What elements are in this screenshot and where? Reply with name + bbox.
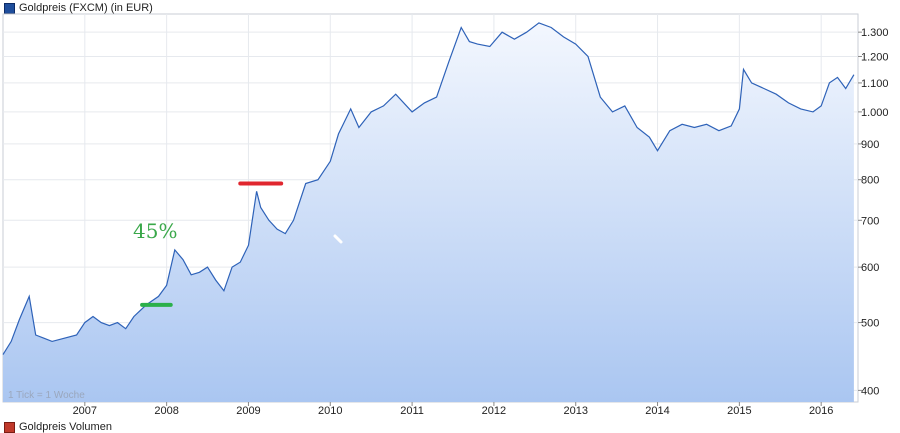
x-tick-label: 2014 <box>645 405 669 417</box>
x-tick-label: 2009 <box>236 405 260 417</box>
volume-legend: Goldpreis Volumen <box>4 421 112 433</box>
x-tick-label: 2012 <box>482 405 506 417</box>
cursor-mark <box>333 234 343 244</box>
price-area <box>3 22 854 403</box>
y-tick-label: 1.300 <box>861 27 889 39</box>
y-axis-ticks: 400 500 600 700 800 900 1.000 1.100 1.200 1.300 <box>858 27 889 397</box>
x-tick-label: 2007 <box>73 405 97 417</box>
chart-legend: Goldpreis (FXCM) (in EUR) <box>4 2 153 14</box>
x-tick-label: 2015 <box>727 405 751 417</box>
volume-legend-swatch <box>4 421 15 433</box>
y-tick-label: 1.100 <box>861 78 889 90</box>
volume-legend-label: Goldpreis Volumen <box>19 421 112 433</box>
percent-annotation: 45% <box>133 219 177 243</box>
y-tick-label: 1.200 <box>861 51 889 63</box>
legend-swatch <box>4 2 15 14</box>
annotation-marks <box>140 181 284 307</box>
y-tick-label: 900 <box>861 139 879 151</box>
x-tick-label: 2011 <box>400 405 424 417</box>
x-axis-ticks: 2007 2008 2009 2010 2011 2012 2013 2014 2015 2016 <box>73 402 833 417</box>
y-tick-label: 700 <box>861 215 879 227</box>
y-tick-label: 1.000 <box>861 107 889 119</box>
y-tick-label: 800 <box>861 175 879 187</box>
y-tick-label: 400 <box>861 385 879 397</box>
legend-label: Goldpreis (FXCM) (in EUR) <box>19 2 153 14</box>
price-line <box>2 22 855 355</box>
tick-note: 1 Tick = 1 Woche <box>8 390 85 401</box>
x-tick-label: 2008 <box>154 405 178 417</box>
x-tick-label: 2013 <box>563 405 587 417</box>
x-tick-label: 2016 <box>809 405 833 417</box>
y-tick-label: 600 <box>861 262 879 274</box>
x-tick-label: 2010 <box>318 405 342 417</box>
y-tick-label: 500 <box>861 318 879 330</box>
